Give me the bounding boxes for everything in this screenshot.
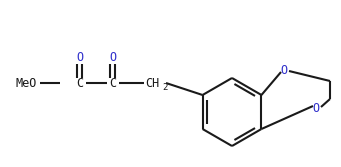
Text: CH: CH <box>145 76 159 90</box>
Text: C: C <box>76 76 84 90</box>
Text: 2: 2 <box>162 82 168 92</box>
Text: O: O <box>109 50 117 63</box>
Text: O: O <box>312 102 320 115</box>
Text: C: C <box>109 76 117 90</box>
Text: MeO: MeO <box>15 76 37 90</box>
Text: O: O <box>76 50 84 63</box>
Text: O: O <box>280 63 287 76</box>
